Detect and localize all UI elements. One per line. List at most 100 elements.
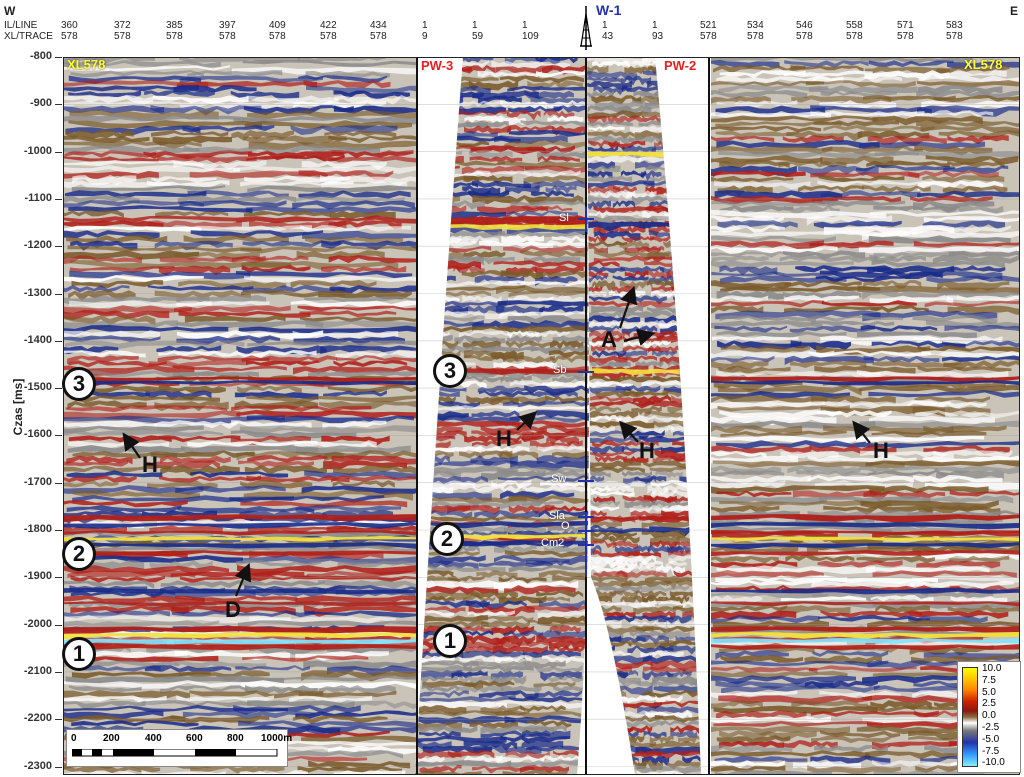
scale-bar: 0 200 400 600 800 1000m [66, 729, 292, 767]
y-tick-label: -800 [29, 50, 52, 62]
colorbar-label: -7.5 [982, 745, 1000, 757]
colorbar-label: 7.5 [982, 674, 996, 686]
header-xl-value: 578 [747, 31, 764, 42]
y-tick-mark [55, 482, 62, 484]
y-tick-label: -1500 [23, 381, 52, 394]
scale-label: 1000m [261, 733, 293, 744]
y-tick-mark [55, 198, 62, 200]
well-top-sb: Sb [553, 364, 567, 376]
y-tick-label: -1400 [23, 333, 52, 346]
y-tick-label: -2000 [23, 617, 52, 630]
amplitude-colorbar: 10.0 7.5 5.0 2.5 0.0 -2.5 -5.0 -7.5 -10.0 [957, 661, 1021, 773]
colorbar-label: 10.0 [982, 663, 1002, 674]
header-xl-value: 578 [61, 31, 78, 42]
header-il-value: 1 [472, 20, 478, 31]
scale-label: 800 [227, 733, 244, 744]
y-tick-mark [55, 624, 62, 626]
y-tick-mark [55, 340, 62, 342]
annotation-h-right: H [873, 438, 889, 463]
header-il-value: 521 [700, 20, 717, 31]
y-tick-label: -1800 [23, 523, 52, 535]
annotation-d: D [225, 597, 241, 622]
horizon-marker-2-pw3: 2 [430, 522, 464, 556]
y-tick-label: -1000 [23, 144, 52, 157]
header-il-value: 397 [219, 20, 236, 31]
header-il-value: 1 [522, 20, 528, 31]
scale-label: 600 [186, 733, 203, 744]
y-tick-label: -1300 [23, 286, 52, 299]
header-xl-value: 578 [897, 31, 914, 42]
y-tick-label: -2100 [23, 664, 52, 677]
scale-label: 200 [103, 733, 120, 744]
y-tick-mark [55, 766, 62, 768]
header-xl-value: 578 [846, 31, 863, 42]
y-tick-mark [55, 671, 62, 673]
y-tick-mark [55, 293, 62, 295]
pw3-panel-title: PW-3 [421, 58, 454, 73]
colorbar-label: 0.0 [982, 710, 996, 722]
left-panel-title: XL578 [67, 57, 106, 72]
well-top-cm2: Cm2 [541, 537, 565, 549]
east-label: E [1010, 4, 1019, 18]
header-xl-value: 59 [472, 31, 484, 42]
header-il-value: 372 [114, 20, 131, 31]
header-il-value: 409 [269, 20, 286, 31]
colorbar-label: -5.0 [982, 733, 1000, 745]
seismic-section [63, 57, 1020, 775]
horizon-marker-3-pw3: 3 [433, 354, 467, 388]
west-label: W [4, 4, 16, 18]
header-xl-value: 43 [602, 31, 614, 42]
annotation-h-pw3: H [496, 426, 512, 451]
annotation-a: A [601, 327, 617, 352]
header-xl-value: 578 [946, 31, 963, 42]
well-top-sla: Sla [549, 510, 565, 522]
horizon-marker-3-left: 3 [62, 367, 96, 401]
colorbar-label: -10.0 [982, 757, 1005, 769]
header-il-value: 1 [422, 20, 428, 31]
horizon-marker-1-left: 1 [62, 637, 96, 671]
horizon-marker-1-pw3: 1 [433, 624, 467, 658]
header-il-value: 360 [61, 20, 78, 31]
colorbar-label: 2.5 [982, 698, 996, 710]
header-il-value: 583 [946, 20, 963, 31]
horizon-marker-2-left: 2 [62, 537, 96, 571]
annotation-h-left: H [142, 452, 158, 477]
well-top-sw: Sw [551, 473, 567, 485]
y-tick-mark [55, 388, 62, 390]
header-xl-value: 578 [166, 31, 183, 42]
header-xl-value: 578 [700, 31, 717, 42]
y-tick-label: -2300 [23, 759, 52, 772]
well-top-o: O [561, 520, 570, 532]
y-tick-label: -1900 [23, 570, 52, 583]
y-tick-mark [55, 435, 62, 437]
y-tick-mark [55, 246, 62, 248]
header-il-value: 534 [747, 20, 764, 31]
y-tick-mark [55, 151, 62, 153]
header-xl-value: 578 [796, 31, 813, 42]
header-il-value: 571 [897, 20, 914, 31]
header-xl-value: 578 [219, 31, 236, 42]
derrick-icon [580, 6, 592, 50]
header-xl-value: 93 [652, 31, 664, 42]
header-xl-value: 578 [320, 31, 337, 42]
scale-label: 400 [145, 733, 162, 744]
y-tick-mark [55, 104, 62, 106]
y-tick-label: -2200 [23, 712, 52, 725]
header-il-value: 546 [796, 20, 813, 31]
pw2-panel-title: PW-2 [664, 58, 697, 73]
right-panel-title: XL578 [964, 57, 1003, 72]
y-tick-mark [55, 530, 62, 531]
header-il-value: 558 [846, 20, 863, 31]
header-xl-value: 578 [269, 31, 286, 42]
header-xl-value: 578 [370, 31, 387, 42]
y-tick-label: -1600 [23, 428, 52, 441]
header-il-value: 434 [370, 20, 387, 31]
well-name-label: W-1 [596, 2, 622, 18]
y-tick-mark [55, 57, 62, 58]
annotation-h-pw2: H [639, 438, 655, 463]
il-line-label: IL/LINE [4, 20, 38, 31]
colorbar-label: 5.0 [982, 686, 996, 698]
header-il-value: 1 [602, 20, 608, 31]
y-tick-mark [55, 719, 62, 721]
